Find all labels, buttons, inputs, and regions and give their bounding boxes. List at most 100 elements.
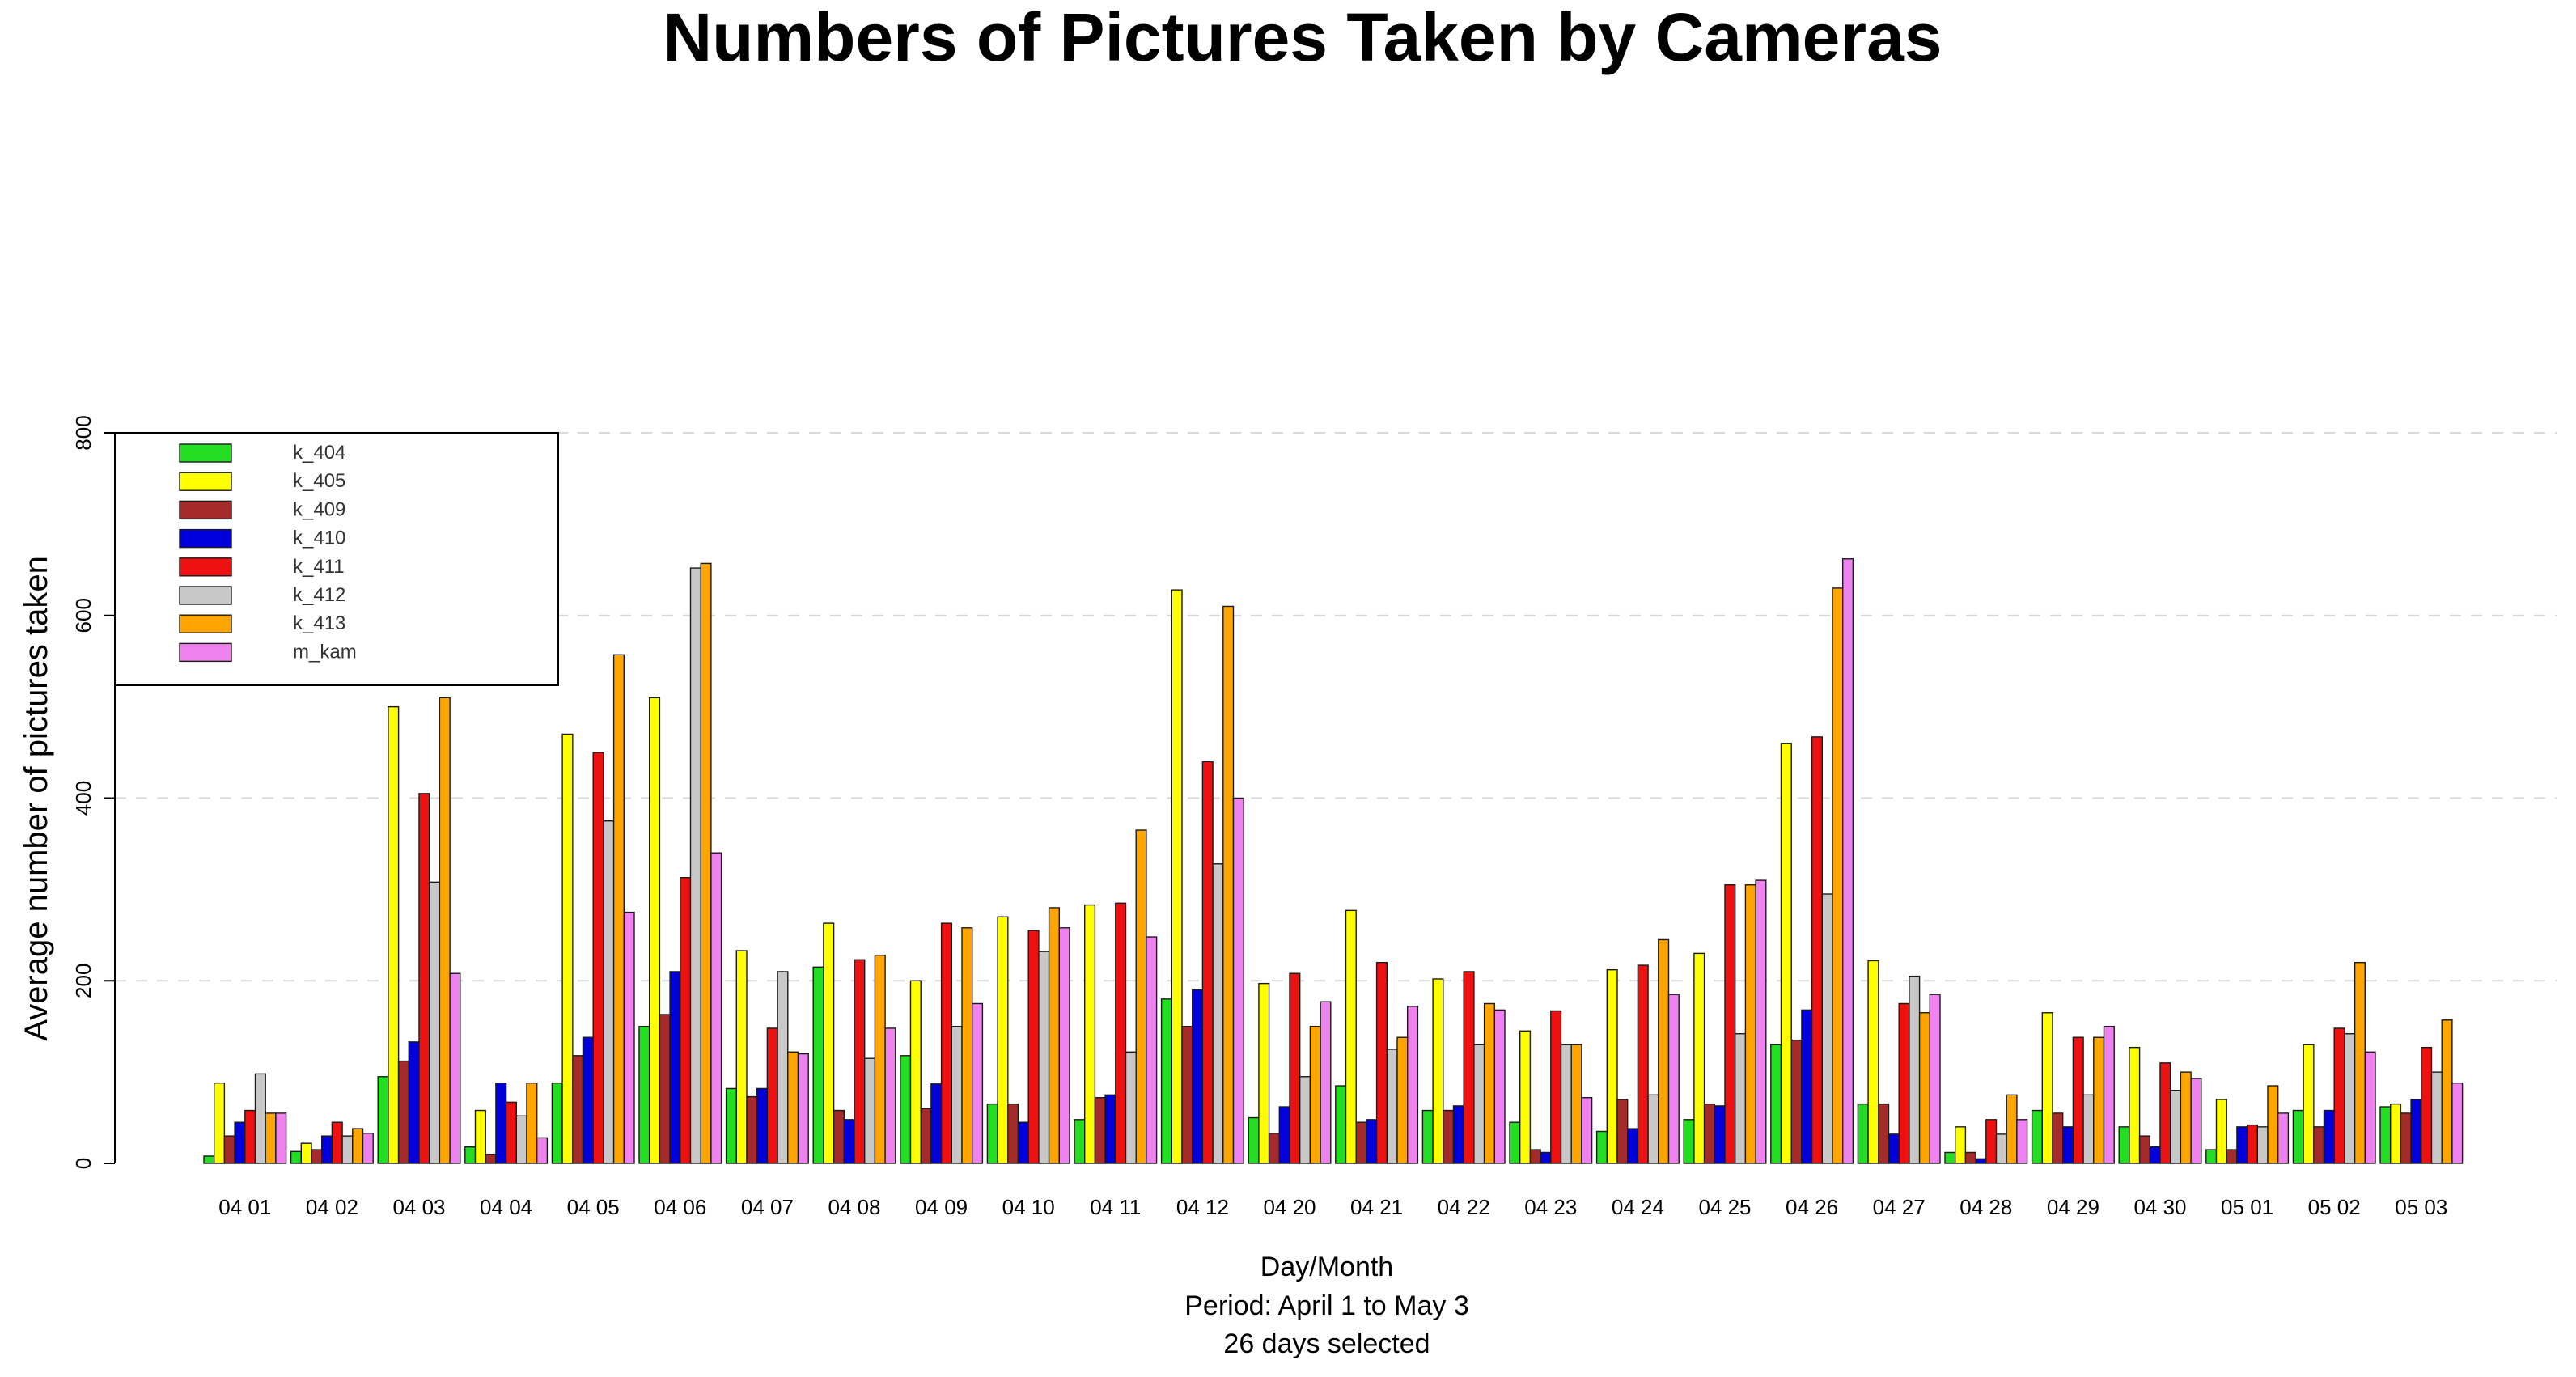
legend-label-k_404: k_404 (293, 442, 345, 464)
bar-k_411 (1201, 761, 1214, 1164)
bar-k_413 (1744, 884, 1756, 1164)
bar-k_412 (2256, 1126, 2269, 1164)
bar-k_411 (418, 793, 430, 1164)
bar-k_410 (1191, 989, 1204, 1164)
bar-k_409 (397, 1060, 410, 1164)
bar-k_405 (1606, 968, 1618, 1164)
bar-m_kam (2451, 1082, 2464, 1164)
bar-k_412 (863, 1057, 876, 1164)
bar-k_411 (1898, 1002, 1910, 1164)
bar-k_404 (290, 1150, 303, 1164)
bar-k_404 (203, 1155, 215, 1164)
bar-k_410 (408, 1041, 420, 1164)
bar-k_404 (2031, 1109, 2044, 1164)
bar-k_411 (1289, 972, 1301, 1164)
bar-k_412 (1995, 1133, 2007, 1164)
bar-m_kam (1929, 994, 1941, 1164)
bar-k_410 (1975, 1158, 1987, 1164)
bar-k_410 (1278, 1106, 1290, 1164)
bar-k_410 (2061, 1126, 2074, 1164)
legend-swatch-k_410 (179, 528, 232, 549)
bars (203, 558, 2464, 1164)
bar-k_405 (735, 950, 748, 1164)
bar-k_405 (2129, 1046, 2141, 1164)
bar-k_409 (1878, 1103, 1890, 1164)
bar-k_412 (1125, 1051, 1137, 1164)
bar-m_kam (1232, 797, 1244, 1164)
bar-k_409 (223, 1135, 235, 1164)
legend-label-k_412: k_412 (293, 584, 345, 606)
legend-swatch-k_404 (179, 443, 232, 463)
bar-k_412 (1299, 1076, 1311, 1164)
bar-k_405 (1345, 909, 1357, 1164)
bar-k_413 (2354, 961, 2366, 1164)
bar-k_412 (2344, 1033, 2356, 1164)
bar-k_413 (1396, 1036, 1409, 1164)
bar-m_kam (1841, 558, 1854, 1164)
bar-k_404 (377, 1076, 389, 1164)
chart-title: Numbers of Pictures Taken by Cameras (663, 0, 1942, 75)
bar-k_409 (311, 1149, 323, 1164)
bar-k_405 (214, 1082, 226, 1164)
bar-k_409 (1355, 1121, 1367, 1164)
bar-m_kam (1146, 936, 1158, 1164)
bar-k_409 (2313, 1126, 2325, 1164)
bar-k_405 (388, 705, 400, 1164)
x-axis-label: Day/Month (1260, 1252, 1393, 1282)
bar-k_411 (2421, 1046, 2433, 1164)
bar-k_405 (1780, 743, 1792, 1164)
bar-k_411 (2246, 1124, 2259, 1164)
bar-k_404 (2292, 1109, 2304, 1164)
bar-k_412 (1473, 1044, 1485, 1164)
x-tick-label: 04 27 (1873, 1195, 1926, 1219)
legend-label-k_405: k_405 (293, 470, 345, 492)
y-tick-label: 800 (71, 415, 95, 450)
bar-k_412 (1038, 951, 1050, 1164)
bar-k_405 (561, 733, 574, 1164)
bar-k_412 (2169, 1089, 2182, 1164)
bar-k_410 (1017, 1121, 1029, 1164)
bar-m_kam (971, 1002, 984, 1164)
bar-k_409 (2400, 1112, 2412, 1164)
bar-k_413 (1832, 587, 1844, 1164)
x-axis-ticks: 04 01 04 02 04 03 04 04 04 05 04 06 04 07 04 08… (218, 1195, 2447, 1219)
bar-m_kam (1493, 1009, 1506, 1164)
bar-k_412 (1909, 975, 1921, 1164)
bar-k_412 (1821, 893, 1833, 1164)
bar-k_410 (1626, 1128, 1639, 1164)
bar-k_404 (1683, 1119, 1695, 1164)
bar-k_409 (1007, 1103, 1019, 1164)
legend: k_404 k_405 k_409 k_410 k_411 k_412 k_413 m_kam (114, 432, 559, 686)
bar-m_kam (2190, 1078, 2202, 1164)
bar-m_kam (1406, 1006, 1419, 1164)
legend-items: k_404 k_405 k_409 k_410 k_411 k_412 k_413 m_kam (179, 442, 357, 663)
legend-swatch-k_411 (179, 557, 232, 577)
bar-k_409 (1529, 1149, 1541, 1164)
bar-k_409 (1703, 1103, 1716, 1164)
bar-k_412 (2430, 1071, 2443, 1164)
x-tick-label: 04 22 (1438, 1195, 1490, 1219)
bar-k_411 (1375, 961, 1388, 1164)
bar-k_405 (300, 1142, 312, 1164)
bar-k_410 (1452, 1105, 1464, 1164)
bar-k_405 (997, 916, 1009, 1164)
y-tick-label: 200 (71, 964, 95, 998)
bar-k_405 (909, 980, 922, 1164)
bar-k_410 (495, 1082, 507, 1164)
bar-k_412 (777, 971, 789, 1164)
legend-swatch-k_409 (179, 500, 232, 520)
legend-label-k_409: k_409 (293, 498, 345, 520)
bar-k_409 (1790, 1039, 1803, 1164)
x-tick-label: 04 04 (480, 1195, 532, 1219)
legend-swatch-k_412 (179, 586, 232, 605)
bar-m_kam (449, 972, 461, 1164)
bar-m_kam (1755, 879, 1767, 1164)
bar-k_404 (1248, 1116, 1260, 1164)
bar-m_kam (1320, 1001, 1332, 1164)
bar-k_413 (439, 697, 451, 1164)
x-tick-label: 04 24 (1612, 1195, 1664, 1219)
x-tick-label: 04 26 (1786, 1195, 1838, 1219)
bar-m_kam (2103, 1025, 2115, 1164)
bar-k_404 (2205, 1149, 2218, 1164)
legend-swatch-m_kam (179, 642, 232, 663)
